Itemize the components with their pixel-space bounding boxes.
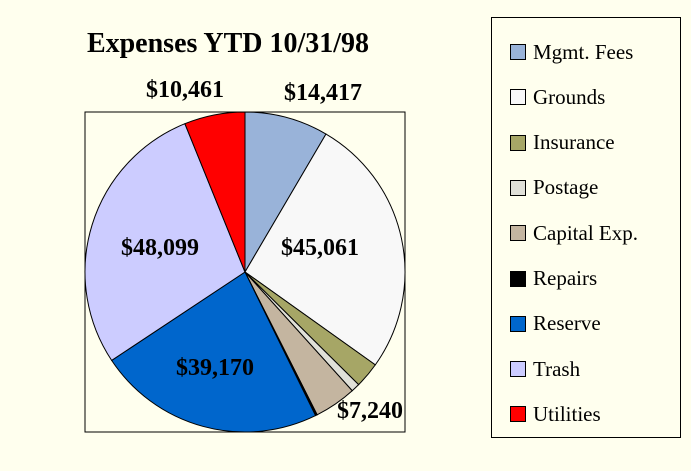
legend-swatch xyxy=(510,406,526,423)
legend-swatch xyxy=(510,225,526,242)
legend-label: Repairs xyxy=(533,266,598,290)
data-label: $14,417 xyxy=(284,80,362,106)
data-label: $10,461 xyxy=(146,77,224,103)
legend-swatch xyxy=(510,270,526,287)
legend-swatch xyxy=(510,315,526,332)
legend-label: Mgmt. Fees xyxy=(533,39,634,64)
legend-item: Insurance xyxy=(510,130,615,155)
legend-item: Mgmt. Fees xyxy=(510,40,633,64)
data-label: $7,240 xyxy=(337,398,403,424)
legend-item: Postage xyxy=(510,175,599,200)
legend-swatch xyxy=(510,361,526,378)
data-label: $39,170 xyxy=(176,355,254,381)
legend-swatch xyxy=(510,89,526,106)
pie-slice-grounds xyxy=(244,133,406,366)
legend-swatch xyxy=(510,44,526,60)
legend: Mgmt. Fees Grounds Insurance Postage Capital… xyxy=(491,17,681,438)
pie-slice-trash xyxy=(84,123,246,362)
legend-label: Insurance xyxy=(533,130,615,155)
legend-item: Utilities xyxy=(510,402,601,426)
data-label: $48,099 xyxy=(121,235,199,261)
legend-label: Postage xyxy=(533,175,599,200)
legend-item: Capital Exp. xyxy=(510,221,638,245)
legend-label: Utilities xyxy=(533,401,601,426)
legend-label: Grounds xyxy=(533,84,606,109)
data-label: $45,061 xyxy=(281,235,359,261)
pie-slice-reserve xyxy=(110,271,317,433)
legend-label: Capital Exp. xyxy=(533,220,638,245)
legend-swatch xyxy=(510,179,526,196)
legend-label: Trash xyxy=(533,356,581,381)
legend-item: Reserve xyxy=(510,311,601,336)
chart-title: Expenses YTD 10/31/98 xyxy=(87,28,369,59)
legend-swatch xyxy=(510,134,526,151)
legend-item: Grounds xyxy=(510,85,605,109)
legend-item: Trash xyxy=(510,357,580,381)
legend-label: Reserve xyxy=(533,311,601,336)
pie-slice-mgmt-fees xyxy=(244,111,327,274)
pie-slice-utilities xyxy=(184,111,246,273)
legend-item: Repairs xyxy=(510,266,598,291)
